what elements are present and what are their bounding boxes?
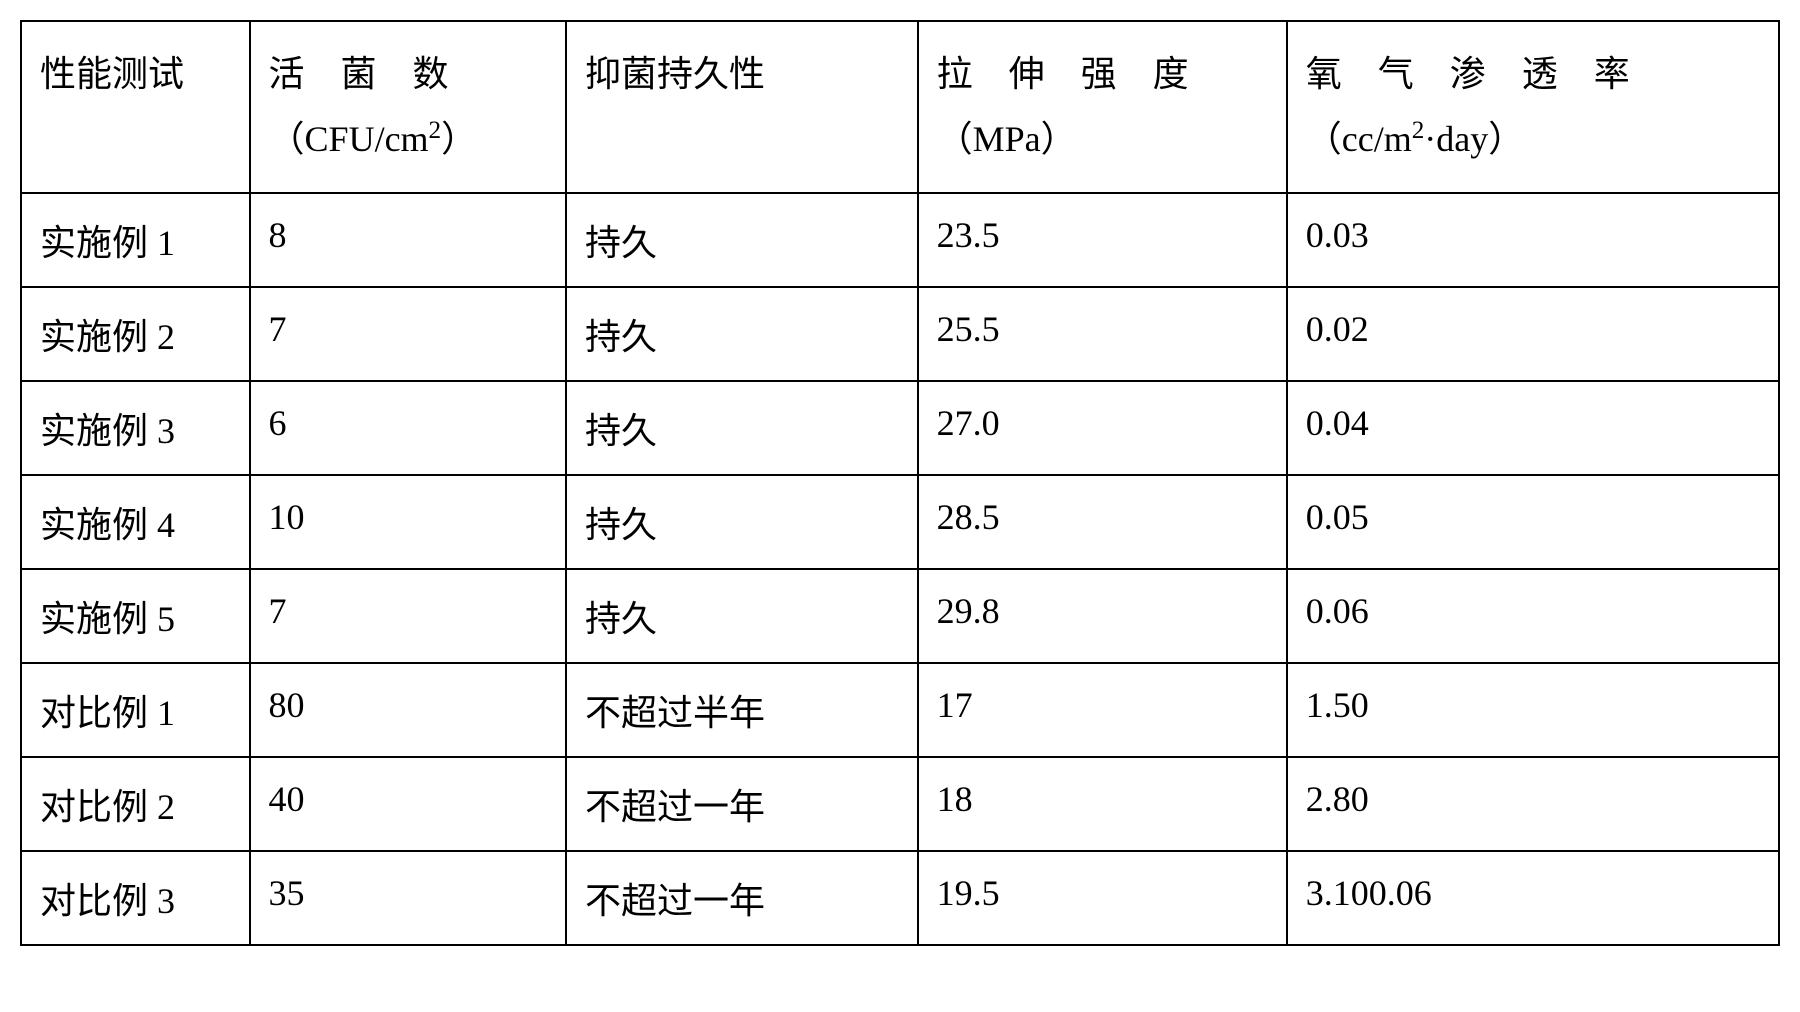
table-cell: 实施例 5 <box>21 569 250 663</box>
table-cell: 17 <box>918 663 1287 757</box>
table-cell: 实施例 2 <box>21 287 250 381</box>
table-cell: 8 <box>250 193 566 287</box>
table-cell: 1.50 <box>1287 663 1779 757</box>
table-cell: 不超过一年 <box>566 757 918 851</box>
table-cell: 对比例 2 <box>21 757 250 851</box>
table-cell: 18 <box>918 757 1287 851</box>
table-row: 对比例 335不超过一年19.53.100.06 <box>21 851 1779 945</box>
table-row: 对比例 180不超过半年171.50 <box>21 663 1779 757</box>
table-row: 实施例 57持久29.80.06 <box>21 569 1779 663</box>
table-cell: 0.06 <box>1287 569 1779 663</box>
table-cell: 持久 <box>566 381 918 475</box>
table-body: 实施例 18持久23.50.03实施例 27持久25.50.02实施例 36持久… <box>21 193 1779 945</box>
table-cell: 19.5 <box>918 851 1287 945</box>
table-cell: 10 <box>250 475 566 569</box>
table-cell: 80 <box>250 663 566 757</box>
header-tensile-strength: 拉 伸 强 度 （MPa） <box>918 21 1287 193</box>
header-label-line1: 拉 伸 强 度 <box>937 54 1189 94</box>
table-cell: 持久 <box>566 569 918 663</box>
table-cell: 不超过一年 <box>566 851 918 945</box>
table-cell: 29.8 <box>918 569 1287 663</box>
table-cell: 23.5 <box>918 193 1287 287</box>
header-label: 性能测试 <box>40 54 184 94</box>
table-row: 实施例 36持久27.00.04 <box>21 381 1779 475</box>
header-label-line2: （MPa） <box>937 119 1077 159</box>
table-cell: 25.5 <box>918 287 1287 381</box>
table-cell: 对比例 3 <box>21 851 250 945</box>
table-row: 实施例 27持久25.50.02 <box>21 287 1779 381</box>
table-row: 对比例 240不超过一年182.80 <box>21 757 1779 851</box>
performance-test-table: 性能测试 活 菌 数 （CFU/cm2） 抑菌持久性 拉 伸 强 度 （MPa）… <box>20 20 1780 946</box>
header-performance-test: 性能测试 <box>21 21 250 193</box>
table-cell: 0.02 <box>1287 287 1779 381</box>
table-cell: 实施例 4 <box>21 475 250 569</box>
table-cell: 35 <box>250 851 566 945</box>
table-cell: 28.5 <box>918 475 1287 569</box>
table-cell: 实施例 1 <box>21 193 250 287</box>
table-cell: 持久 <box>566 475 918 569</box>
header-label-line2: （cc/m2·day） <box>1306 119 1525 159</box>
header-label-line1: 活 菌 数 <box>269 54 449 94</box>
table-header-row: 性能测试 活 菌 数 （CFU/cm2） 抑菌持久性 拉 伸 强 度 （MPa）… <box>21 21 1779 193</box>
table-cell: 7 <box>250 569 566 663</box>
table-cell: 2.80 <box>1287 757 1779 851</box>
table-cell: 3.100.06 <box>1287 851 1779 945</box>
table-cell: 40 <box>250 757 566 851</box>
table-cell: 7 <box>250 287 566 381</box>
table-cell: 0.05 <box>1287 475 1779 569</box>
table-row: 实施例 410持久28.50.05 <box>21 475 1779 569</box>
header-label: 抑菌持久性 <box>585 54 765 94</box>
table-cell: 6 <box>250 381 566 475</box>
header-oxygen-permeability: 氧 气 渗 透 率 （cc/m2·day） <box>1287 21 1779 193</box>
header-label-line2: （CFU/cm2） <box>269 119 478 159</box>
table-cell: 持久 <box>566 193 918 287</box>
table-cell: 不超过半年 <box>566 663 918 757</box>
table-cell: 实施例 3 <box>21 381 250 475</box>
table-row: 实施例 18持久23.50.03 <box>21 193 1779 287</box>
header-label-line1: 氧 气 渗 透 率 <box>1306 54 1630 94</box>
table-cell: 0.04 <box>1287 381 1779 475</box>
table-cell: 持久 <box>566 287 918 381</box>
table-cell: 0.03 <box>1287 193 1779 287</box>
header-antibacterial-durability: 抑菌持久性 <box>566 21 918 193</box>
table-cell: 对比例 1 <box>21 663 250 757</box>
header-viable-bacteria-count: 活 菌 数 （CFU/cm2） <box>250 21 566 193</box>
table-cell: 27.0 <box>918 381 1287 475</box>
